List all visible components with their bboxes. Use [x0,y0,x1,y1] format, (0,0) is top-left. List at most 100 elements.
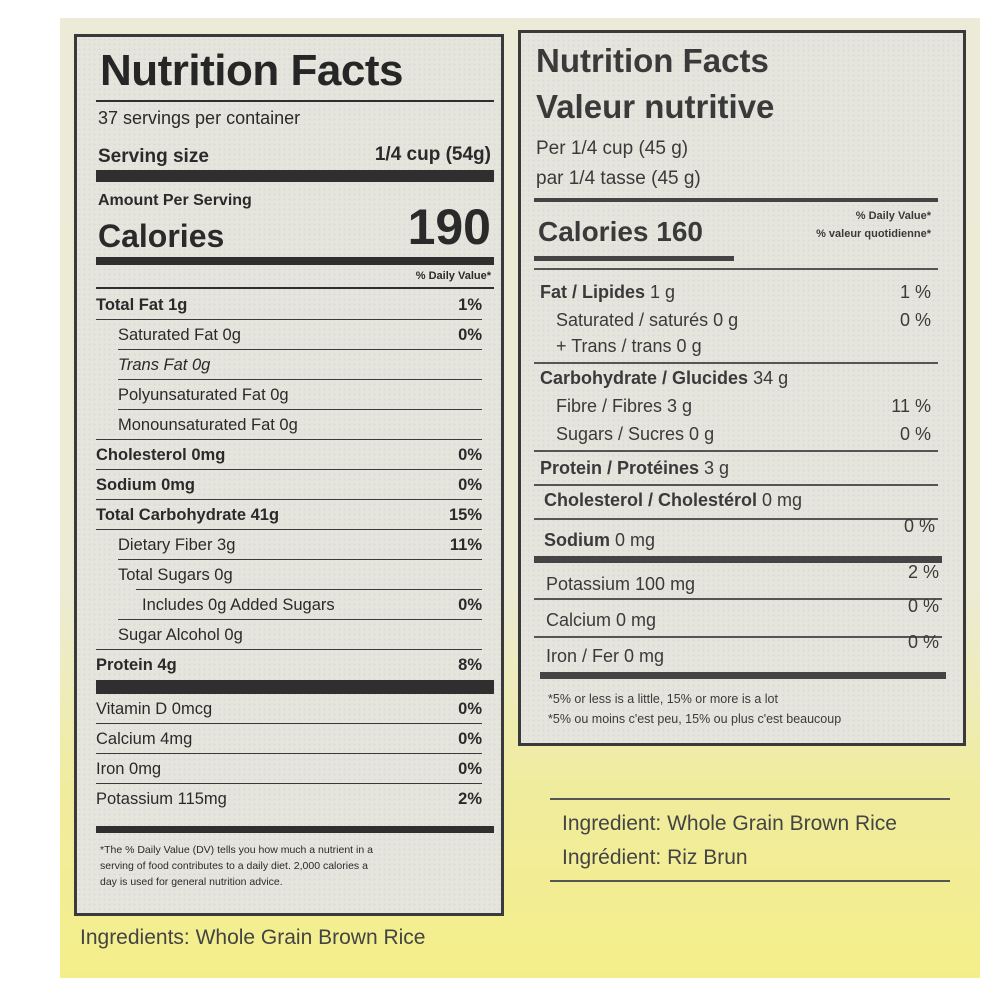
nutrient-dv: 2% [458,790,482,808]
ca-calories-rule [534,256,734,261]
nutrient-label: Iron / Fer 0 mg [546,646,665,666]
nutrient-label: Polyunsaturated Fat 0g [118,386,289,404]
nutrient-label: Vitamin D 0mcg [96,700,213,718]
us-row-dietary-fiber: Dietary Fiber 3g 11% [96,530,482,560]
nutrient-label: Dietary Fiber 3g [118,536,236,554]
nutrient-dv: 0 % [907,632,939,652]
nutrient-dv: 11 % [891,396,931,416]
ca-footnote-en: *5% or less is a little, 15% or more is … [548,692,778,706]
nutrient-label: Monounsaturated Fat 0g [118,416,298,434]
nutrient-label: Iron 0mg [96,760,162,778]
ca-rule-2 [534,268,938,270]
nutrient-dv: 0 % [907,596,939,616]
nutrient-dv: 0% [458,730,482,748]
ca-dv-en: % Daily Value* [855,210,931,222]
nutrient-label: + Trans / trans 0 g [556,336,702,356]
nutrient-label: Saturated Fat 0g [118,326,241,344]
nutrient-dv: 0 % [899,310,931,330]
us-row-calcium: Calcium 4mg 0% [96,724,482,754]
nutrient-label: Total Sugars 0g [118,566,233,584]
nutrient-label: Protein / Protéines 3 g [540,458,730,478]
us-servings: 37 servings per container [98,108,301,128]
nutrient-dv: 0% [458,476,482,494]
ca-divider [534,484,938,486]
us-thick-rule-2 [96,257,494,265]
us-title: Nutrition Facts [100,46,403,95]
ca-divider [534,518,938,520]
ca-nutrition-panel [518,30,966,746]
nutrient-dv: 0% [458,596,482,614]
us-row-vitamin-d: Vitamin D 0mcg 0% [96,694,482,724]
us-calories-value: 190 [407,199,491,255]
nutrient-dv: 15% [448,506,482,524]
us-row-added-sugars: Includes 0g Added Sugars 0% [96,590,482,620]
nutrient-label: Sodium 0 mg [544,530,656,550]
us-footnote-line-3: day is used for general nutrition advice… [100,876,283,888]
ca-divider [534,450,938,452]
us-serving-size-label: Serving size [98,146,209,167]
nutrient-label: Calcium 4mg [96,730,193,748]
nutrient-label: Fat / Lipides 1 g [540,282,676,302]
nutrient-label: Trans Fat 0g [118,356,211,374]
nutrient-dv: 0 % [903,516,935,536]
us-row-polyunsaturated-fat: Polyunsaturated Fat 0g [96,380,482,410]
us-row-total-sugars: Total Sugars 0g [96,560,482,590]
nutrient-label: Total Carbohydrate 41g [96,506,280,524]
us-footnote-line-2: serving of food contributes to a daily d… [100,860,368,872]
ca-rule-1 [534,198,938,202]
nutrient-label: Protein 4g [96,656,177,674]
ca-per-en: Per 1/4 cup (45 g) [536,138,689,159]
nutrient-label: Total Fat 1g [96,296,188,314]
nutrient-dv: 2 % [907,562,939,582]
nutrient-dv: 11% [449,536,482,554]
nutrient-dv: 0% [458,446,482,464]
nutrient-label: Cholesterol 0mg [96,446,226,464]
us-calories-label: Calories [98,218,225,254]
ca-ingredient-en: Ingredient: Whole Grain Brown Rice [562,812,897,835]
ca-footnote-fr: *5% ou moins c'est peu, 15% ou plus c'es… [548,712,842,726]
us-thick-rule-1 [96,170,494,182]
nutrient-label: Calcium 0 mg [546,610,657,630]
ca-divider [534,636,942,638]
ca-ingredient-fr: Ingrédient: Riz Brun [562,846,748,869]
us-footnote: *The % Daily Value (DV) tells you how mu… [100,842,373,890]
us-row-protein: Protein 4g 8% [96,650,482,680]
ca-title-fr: Valeur nutritive [536,88,775,125]
nutrient-label: Fibre / Fibres 3 g [556,396,693,416]
ca-thick-rule [534,556,942,563]
ca-thick-rule-bottom [540,672,946,679]
us-row-potassium: Potassium 115mg 2% [96,784,482,814]
nutrient-dv: 0% [458,326,482,344]
nutrient-label: Sugars / Sucres 0 g [556,424,715,444]
us-row-total-carbohydrate: Total Carbohydrate 41g 15% [96,500,482,530]
ca-ingredients-top-rule [550,798,950,800]
nutrient-dv: 0% [458,760,482,778]
ca-divider [534,362,938,364]
us-row-trans-fat: Trans Fat 0g [96,350,482,380]
nutrient-dv: 0 % [899,424,931,444]
us-row-iron: Iron 0mg 0% [96,754,482,784]
us-row-cholesterol: Cholesterol 0mg 0% [96,440,482,470]
ca-ingredients-bottom-rule [550,880,950,882]
nutrient-label: Sodium 0mg [96,476,196,494]
us-row-saturated-fat: Saturated Fat 0g 0% [96,320,482,350]
nutrient-label: Cholesterol / Cholestérol 0 mg [544,490,803,510]
nutrient-dv: 8% [458,656,482,674]
nutrient-label: Potassium 115mg [96,790,227,808]
us-dv-header: % Daily Value* [415,270,491,282]
us-thick-rule-3 [96,680,494,694]
nutrient-label: Saturated / saturés 0 g [556,310,739,330]
us-footnote-line-1: *The % Daily Value (DV) tells you how mu… [100,844,373,856]
nutrient-label: Sugar Alcohol 0g [118,626,243,644]
nutrient-label: Potassium 100 mg [546,574,696,594]
ca-divider [534,598,942,600]
ca-calories: Calories 160 [538,216,703,247]
us-title-rule [96,100,494,102]
ca-title-en: Nutrition Facts [536,42,769,79]
nutrient-dv: 0% [458,700,482,718]
ca-per-fr: par 1/4 tasse (45 g) [536,168,701,189]
nutrient-dv: 1 % [899,282,931,302]
us-row-sodium: Sodium 0mg 0% [96,470,482,500]
us-dv-rule [96,287,494,289]
us-amount-per-serving: Amount Per Serving [98,192,252,209]
